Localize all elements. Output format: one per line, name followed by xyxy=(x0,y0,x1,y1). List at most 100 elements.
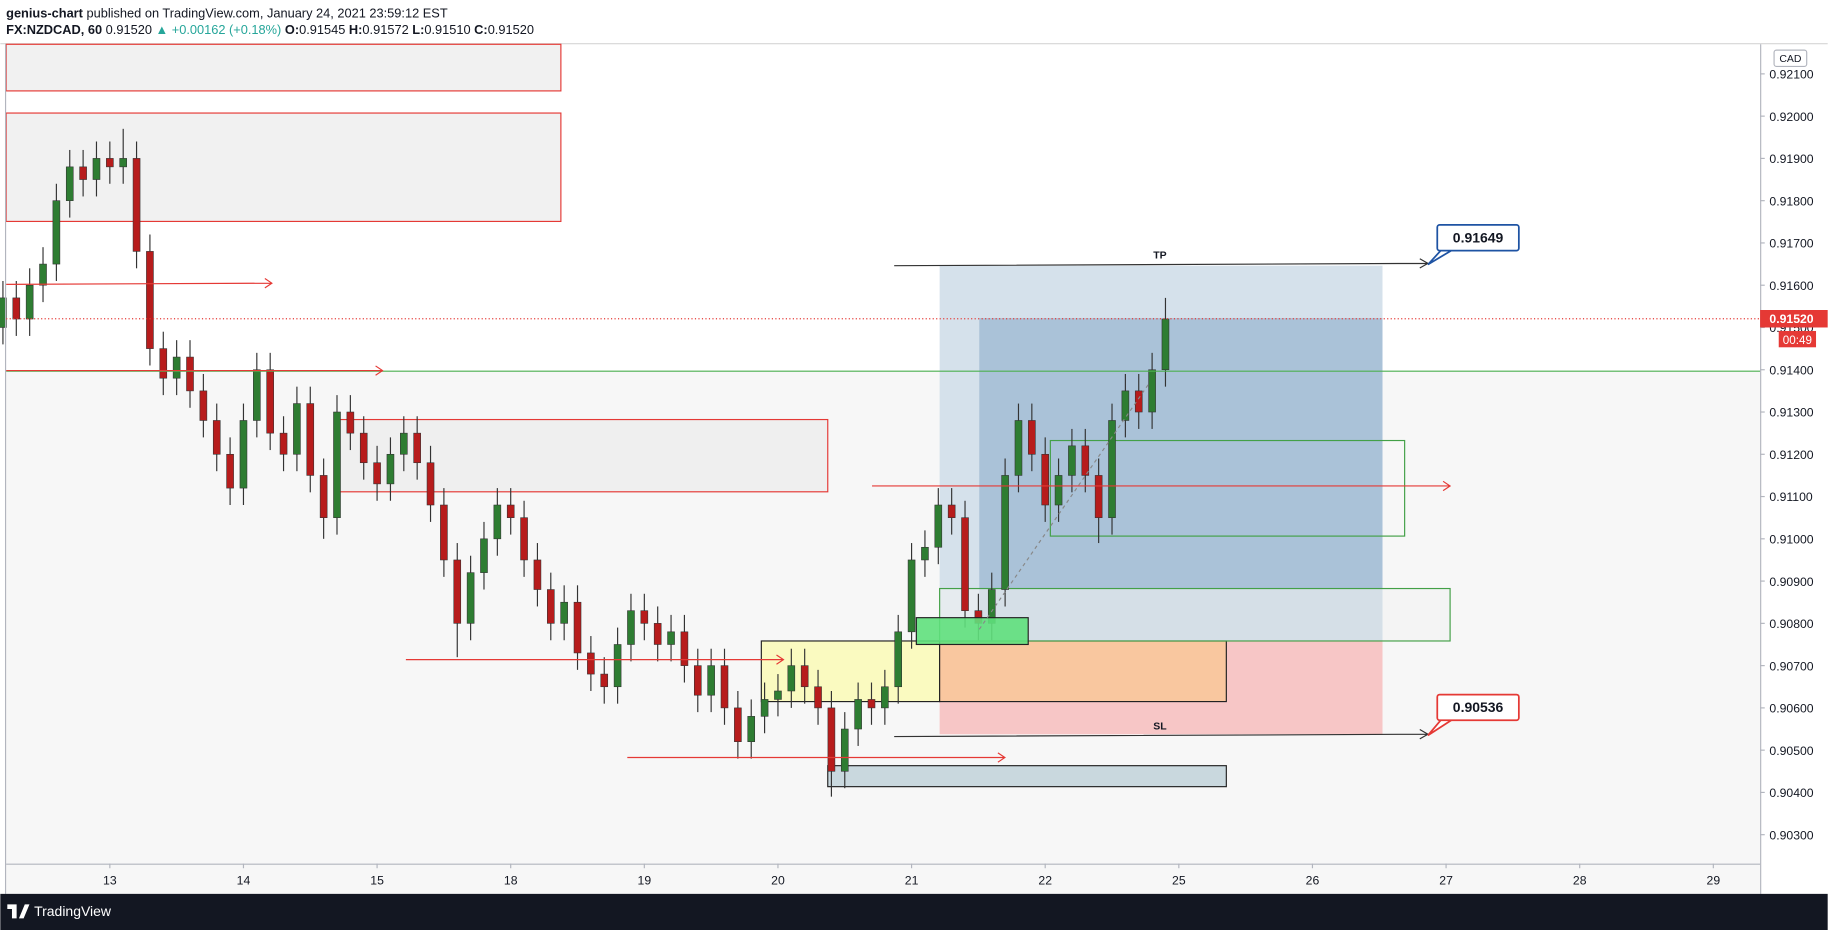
y-tick-label: 0.91000 xyxy=(1769,532,1813,546)
price: 0.91520 xyxy=(106,22,152,37)
supply-zone xyxy=(338,418,829,493)
y-tick-label: 0.91900 xyxy=(1769,152,1813,166)
candle-body xyxy=(239,420,248,489)
y-tick-label: 0.90300 xyxy=(1769,828,1813,842)
arrow xyxy=(627,752,1006,763)
candle-body xyxy=(1108,420,1116,518)
candle-body xyxy=(146,251,154,349)
x-tick-label: 19 xyxy=(638,874,652,888)
arrow xyxy=(6,278,273,289)
candle-body xyxy=(774,690,782,700)
candle-body xyxy=(653,623,662,645)
candle-body xyxy=(386,453,395,485)
candle-body xyxy=(587,652,595,675)
countdown: 00:49 xyxy=(1783,334,1812,347)
y-tick-label: 0.90600 xyxy=(1769,702,1813,716)
y-tick-label: 0.91600 xyxy=(1769,279,1813,293)
ohlc-label: O: xyxy=(285,22,299,37)
candle-body xyxy=(1014,420,1023,476)
candle-body xyxy=(734,707,742,742)
y-tick-label: 0.91700 xyxy=(1769,237,1813,251)
x-tick-label: 22 xyxy=(1038,874,1052,888)
candle-body xyxy=(480,538,488,573)
candle-body xyxy=(92,158,101,180)
candle-body xyxy=(921,546,929,561)
candle-body xyxy=(720,665,729,709)
candle-body xyxy=(961,517,969,611)
candle-body xyxy=(253,369,261,421)
candle-body xyxy=(1001,475,1009,590)
candle-body xyxy=(159,348,168,379)
candle-body xyxy=(787,665,796,692)
candle-body xyxy=(0,297,7,328)
axes: 0.90300 0.90400 0.90500 0.90600 0.90700 0.908… xyxy=(103,68,1814,888)
footer xyxy=(0,893,1828,930)
shaded-zone xyxy=(6,370,1761,894)
candle-body xyxy=(707,665,715,696)
ohlc-label: C: xyxy=(474,22,488,37)
x-tick-label: 29 xyxy=(1707,874,1721,888)
y-tick-label: 0.90900 xyxy=(1769,575,1813,589)
candle-body xyxy=(186,356,194,392)
candle-body xyxy=(65,166,74,201)
ohlc-label: H: xyxy=(349,22,363,37)
y-tick-label: 0.91100 xyxy=(1769,490,1812,504)
arrow xyxy=(6,365,384,376)
x-tick-label: 25 xyxy=(1172,874,1186,888)
y-tick-label: 0.92100 xyxy=(1769,68,1813,82)
candle-body xyxy=(306,403,315,476)
candle-body xyxy=(172,356,181,379)
candle-body xyxy=(693,665,702,696)
tp-price: 0.91649 xyxy=(1453,229,1504,245)
candle-body xyxy=(907,559,916,633)
candle-body xyxy=(613,644,622,688)
candle-body xyxy=(1161,318,1170,371)
sl-price: 0.90536 xyxy=(1453,699,1504,715)
y-tick-label: 0.91400 xyxy=(1769,363,1813,377)
candle-body xyxy=(560,601,568,624)
candle-body xyxy=(680,631,689,666)
x-tick-label: 15 xyxy=(370,874,384,888)
price-tag-label: 0.91520 xyxy=(1769,312,1813,326)
candle-body xyxy=(346,411,355,434)
demand-zone xyxy=(827,765,1227,788)
brand[interactable]: TradingView xyxy=(34,903,112,919)
y-tick-label: 0.91300 xyxy=(1769,406,1813,420)
candle-body xyxy=(600,673,609,688)
candle-body xyxy=(199,390,208,421)
y-tick-label: 0.91200 xyxy=(1769,448,1813,462)
supply-zone xyxy=(5,112,562,223)
ohlc-value: 0.91572 xyxy=(362,22,408,37)
candle-body xyxy=(426,462,435,506)
candle-body xyxy=(747,716,756,742)
trend-line xyxy=(978,384,1149,630)
candle-body xyxy=(506,504,515,518)
candle-body xyxy=(12,297,21,320)
callout-pointer xyxy=(1427,249,1452,266)
tp-label: TP xyxy=(1153,251,1166,262)
candle-body xyxy=(573,601,582,654)
y-tick-label: 0.92000 xyxy=(1769,110,1813,124)
candle-body xyxy=(894,631,903,688)
published: published on TradingView.com, January 24… xyxy=(87,5,448,20)
candle-body xyxy=(359,432,368,464)
candle-body xyxy=(79,166,87,180)
callout-box xyxy=(1436,693,1520,722)
candle-body xyxy=(800,665,809,688)
x-tick-label: 28 xyxy=(1573,874,1587,888)
order-block xyxy=(1049,439,1406,537)
supply-zone xyxy=(5,43,562,92)
currency: CAD xyxy=(1779,54,1802,65)
candle-body xyxy=(1148,369,1156,413)
candle-body xyxy=(760,699,769,717)
candle-body xyxy=(39,263,47,286)
y-tick-label: 0.90400 xyxy=(1769,786,1813,800)
callout-box xyxy=(1436,224,1520,252)
candle-body xyxy=(279,432,288,455)
change: ▲ +0.00162 (+0.18%) xyxy=(156,22,282,37)
author: genius-chart xyxy=(6,5,84,20)
ohlc-value: 0.91545 xyxy=(299,22,345,37)
candle-body xyxy=(867,699,876,709)
